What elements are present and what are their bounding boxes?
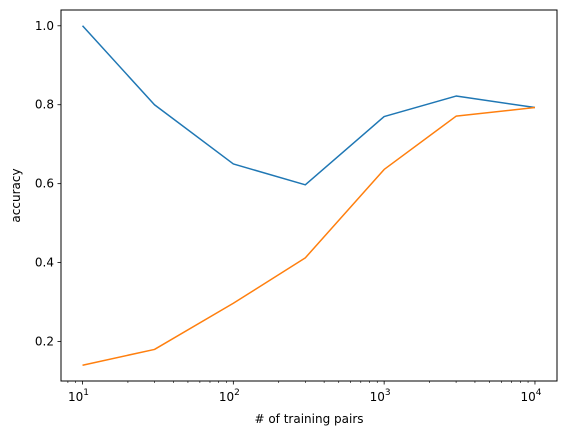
x-tick-label-exponent: 2 [234,388,240,398]
x-tick-label: 102 [219,388,240,404]
x-tick-label-exponent: 4 [536,388,542,398]
x-tick-label: 103 [370,388,391,404]
y-tick-label: 0.4 [35,256,54,270]
x-tick-label-base: 10 [219,390,234,404]
x-axis-label: # of training pairs [254,412,363,426]
x-tick-label-base: 10 [68,390,83,404]
y-tick-label: 1.0 [35,19,54,33]
x-tick-label: 104 [520,388,541,404]
y-tick-label: 0.2 [35,335,54,349]
y-axis-label: accuracy [9,168,23,222]
x-tick-label: 101 [68,388,89,404]
series-1-line [81,25,536,186]
y-axis-ticks: 0.2 0.4 0.6 0.8 1.0 [35,19,61,349]
axes-frame [60,9,558,382]
y-tick-label: 0.6 [35,177,54,191]
x-tick-label-base: 10 [520,390,535,404]
y-tick-label: 0.8 [35,98,54,112]
x-tick-label-base: 10 [370,390,385,404]
x-tick-label-exponent: 1 [83,388,89,398]
series-2-line [82,106,536,366]
x-axis-ticks: 101 102 103 104 [67,381,542,404]
series-layer [81,25,536,366]
x-tick-label-exponent: 3 [385,388,391,398]
